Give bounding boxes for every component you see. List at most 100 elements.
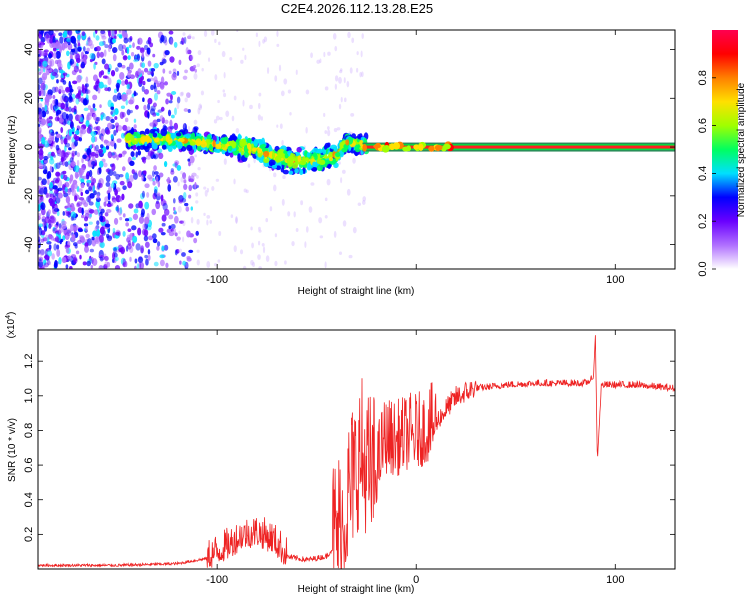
spectrogram-band-point: [228, 141, 236, 146]
spectrogram-noise-point: [83, 216, 89, 222]
spectrogram-noise-point: [40, 36, 46, 43]
spectrogram-noise-point: [111, 163, 116, 171]
spectrogram-noise-point: [140, 245, 145, 254]
spectrogram-noise-point: [38, 163, 44, 169]
spectrogram-noise-point: [149, 77, 155, 81]
carrier-line-point: [362, 143, 367, 152]
snr-y-tick-label: 1.0: [23, 388, 35, 403]
spectrogram-noise-point: [153, 165, 157, 171]
spectrogram-y-axis: -40 -20 0 20 40: [23, 43, 675, 253]
spectrogram-noise-point: [161, 245, 165, 252]
spectrogram-noise-point: [318, 217, 323, 224]
spectrogram-noise-point: [196, 218, 200, 225]
spectrogram-noise-point: [167, 109, 172, 117]
spectrogram-noise-point: [47, 179, 50, 186]
spectrogram-noise-point: [274, 233, 278, 238]
spectrogram-noise-point: [242, 265, 247, 269]
snr-x-tick-label: 100: [606, 574, 624, 586]
spectrogram-noise-point: [185, 206, 190, 212]
spectrogram-noise-point: [258, 92, 262, 97]
spectrogram-noise-point: [157, 192, 161, 197]
spectrogram-noise-point: [49, 193, 54, 198]
spectrogram-noise-point: [120, 132, 126, 139]
spectrogram-band-point: [160, 128, 168, 137]
spectrogram-noise-point: [310, 182, 315, 186]
carrier-line-point: [373, 144, 381, 149]
spectrogram-noise-point: [63, 228, 67, 237]
spectrogram-noise-point: [196, 249, 200, 253]
spectrogram-noise-point: [193, 119, 198, 125]
spectrogram-noise-point: [64, 142, 71, 148]
spectrogram-noise-point: [133, 124, 137, 129]
spectrogram-noise-point: [163, 208, 170, 216]
spectrogram-noise-point: [346, 188, 351, 196]
spectrogram-noise-point: [70, 206, 76, 212]
spectrogram-noise-point: [206, 219, 209, 226]
spectrogram-noise-point: [137, 37, 143, 45]
spectrogram-noise-point: [171, 73, 177, 81]
spectrogram-noise-point: [67, 255, 72, 260]
spectrogram-noise-point: [161, 214, 167, 222]
spectrogram-noise-point: [160, 194, 164, 202]
spectrogram-noise-point: [170, 170, 175, 175]
spectrogram-noise-point: [252, 262, 255, 267]
spectrogram-noise-point: [143, 67, 149, 73]
spectrogram-noise-point: [127, 181, 133, 189]
spectrogram-noise-point: [60, 174, 64, 179]
spectrogram-noise-point: [276, 30, 279, 37]
spectrogram-noise-point: [54, 179, 60, 184]
spectrogram-noise-point: [98, 182, 103, 189]
spectrogram-noise-point: [52, 94, 56, 99]
spectrogram-noise-point: [61, 220, 67, 226]
snr-x-tick-label: -100: [206, 574, 228, 586]
spectrogram-x-axis: -100 100: [206, 30, 624, 286]
spectrogram-noise-point: [316, 59, 321, 64]
spectrogram-noise-point: [41, 178, 47, 186]
spectrogram-noise-point: [64, 161, 69, 167]
spectrogram-noise-point: [184, 202, 189, 207]
spectrogram-frame: [37, 29, 676, 270]
spectrogram-noise-point: [233, 95, 237, 101]
spectrogram-noise-point: [180, 171, 183, 175]
spectrogram-noise-point: [142, 223, 146, 230]
spectrogram-noise-point: [43, 160, 48, 164]
spectrogram-noise-point: [62, 32, 67, 38]
spectrogram-noise-point: [172, 228, 177, 235]
spectrogram-noise-point: [45, 33, 49, 39]
spectrogram-noise-point: [68, 129, 73, 137]
spectrogram-noise-point: [117, 92, 122, 101]
spectrogram-noise-point: [92, 230, 97, 238]
spectrogram-noise-point: [39, 120, 44, 127]
spectrogram-noise-point: [113, 129, 117, 136]
spectrogram-noise-point: [49, 158, 55, 165]
colorbar-tick-label: 0.4: [697, 166, 709, 181]
spectrogram-noise-point: [144, 216, 150, 225]
spectrogram-noise-point: [106, 233, 110, 239]
spectrogram-noise-point: [105, 141, 112, 147]
spectrogram-y-tick-label: -40: [23, 237, 35, 253]
carrier-line-point: [434, 144, 443, 151]
spectrogram-noise-point: [170, 37, 173, 46]
spectrogram-noise-point: [356, 51, 359, 56]
spectrogram-noise-point: [269, 206, 273, 212]
spectrogram-noise-point: [356, 67, 359, 73]
spectrogram-noise-point: [324, 215, 328, 219]
carrier-line-point: [402, 146, 410, 152]
spectrogram-noise-point: [158, 227, 164, 233]
spectrogram-noise-point: [40, 202, 46, 211]
spectrogram-noise-point: [76, 159, 80, 167]
spectrogram-noise-point: [273, 184, 277, 192]
spectrogram-band-point: [148, 137, 152, 144]
spectrogram-noise-point: [99, 241, 105, 249]
spectrogram-band-point: [263, 150, 270, 158]
spectrogram-noise-point: [129, 35, 133, 42]
spectrogram-noise-point: [258, 40, 261, 47]
spectrogram-noise-point: [41, 266, 46, 269]
spectrogram-noise-point: [86, 196, 91, 203]
spectrogram-noise-point: [142, 80, 146, 86]
spectrogram-noise-point: [179, 40, 184, 45]
spectrogram-noise-point: [178, 248, 182, 253]
spectrogram-noise-point: [61, 89, 66, 94]
spectrogram-noise-point: [73, 133, 78, 140]
spectrogram-noise-point: [172, 163, 178, 167]
